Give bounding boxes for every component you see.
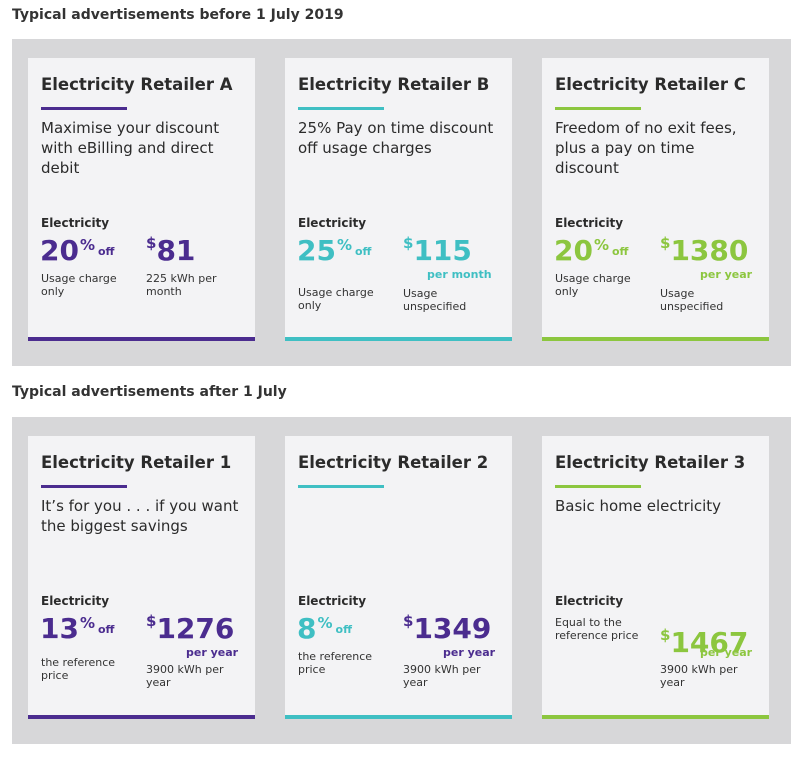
discount-percent-sign: % bbox=[79, 236, 95, 254]
price-value: $115 bbox=[403, 234, 472, 267]
card-title: Electricity Retailer 1 bbox=[41, 453, 232, 472]
discount-percent-sign: % bbox=[317, 614, 333, 632]
discount-off-label: off bbox=[335, 623, 352, 636]
price-value: $1467 bbox=[660, 626, 748, 659]
price-amount: 115 bbox=[413, 234, 472, 267]
price-value: $1380 bbox=[660, 234, 748, 267]
card-retailer-a: Electricity Retailer A Maximise your dis… bbox=[28, 58, 255, 341]
price-period: per month bbox=[427, 268, 492, 281]
price-amount: 1276 bbox=[156, 612, 235, 645]
card-retailer-c: Electricity Retailer C Freedom of no exi… bbox=[542, 58, 769, 341]
discount-number: 20 bbox=[40, 234, 79, 267]
card-title: Electricity Retailer A bbox=[41, 75, 233, 94]
price-amount: 1467 bbox=[670, 626, 749, 659]
title-underline bbox=[41, 485, 127, 488]
usage-note: Usage unspecified bbox=[660, 287, 724, 313]
title-underline bbox=[555, 107, 641, 110]
electricity-label: Electricity bbox=[41, 216, 110, 230]
usage-note: 3900 kWh per year bbox=[146, 663, 224, 689]
discount-value: 13% off bbox=[40, 612, 114, 645]
price-value: $1276 bbox=[146, 612, 234, 645]
currency-symbol: $ bbox=[146, 612, 157, 630]
usage-note: 225 kWh per month bbox=[146, 272, 217, 298]
discount-off-label: off bbox=[98, 245, 115, 258]
usage-note: 3900 kWh per year bbox=[660, 663, 738, 689]
panel-before: Electricity Retailer A Maximise your dis… bbox=[12, 39, 791, 366]
panel-after: Electricity Retailer 1 It’s for you . . … bbox=[12, 417, 791, 744]
discount-value: 25% off bbox=[297, 234, 371, 267]
price-amount: 81 bbox=[156, 234, 196, 267]
discount-off-label: off bbox=[98, 623, 115, 636]
card-retailer-1: Electricity Retailer 1 It’s for you . . … bbox=[28, 436, 255, 719]
discount-note: Usage charge only bbox=[555, 272, 631, 298]
discount-note: the reference price bbox=[41, 656, 116, 682]
discount-percent-sign: % bbox=[336, 236, 352, 254]
section-title-after: Typical advertisements after 1 July bbox=[12, 384, 287, 400]
price-value: $81 bbox=[146, 234, 195, 267]
discount-number: 25 bbox=[297, 234, 336, 267]
electricity-label: Electricity bbox=[555, 594, 624, 608]
currency-symbol: $ bbox=[403, 612, 414, 630]
card-retailer-2: Electricity Retailer 2 Electricity 8% off… bbox=[285, 436, 512, 719]
currency-symbol: $ bbox=[660, 626, 671, 644]
section-title-before: Typical advertisements before 1 July 201… bbox=[12, 7, 344, 23]
card-retailer-b: Electricity Retailer B 25% Pay on time d… bbox=[285, 58, 512, 341]
card-title: Electricity Retailer B bbox=[298, 75, 490, 94]
card-title: Electricity Retailer C bbox=[555, 75, 746, 94]
discount-number: 8 bbox=[297, 612, 317, 645]
title-underline bbox=[555, 485, 641, 488]
card-description: Freedom of no exit fees, plus a pay on t… bbox=[555, 119, 737, 177]
price-amount: 1349 bbox=[413, 612, 492, 645]
electricity-label: Electricity bbox=[298, 594, 367, 608]
currency-symbol: $ bbox=[660, 234, 671, 252]
price-period: per year bbox=[443, 646, 496, 659]
discount-value: 20% off bbox=[554, 234, 628, 267]
usage-note: 3900 kWh per year bbox=[403, 663, 481, 689]
discount-note: Equal to the reference price bbox=[555, 616, 639, 642]
card-title: Electricity Retailer 3 bbox=[555, 453, 746, 472]
price-value: $1349 bbox=[403, 612, 491, 645]
card-description: Maximise your discount with eBilling and… bbox=[41, 119, 220, 177]
usage-note: Usage unspecified bbox=[403, 287, 467, 313]
discount-off-label: off bbox=[355, 245, 372, 258]
discount-percent-sign: % bbox=[79, 614, 95, 632]
discount-note: Usage charge only bbox=[41, 272, 117, 298]
currency-symbol: $ bbox=[146, 234, 157, 252]
price-period: per year bbox=[700, 646, 753, 659]
discount-note: the reference price bbox=[298, 650, 373, 676]
electricity-label: Electricity bbox=[298, 216, 367, 230]
discount-percent-sign: % bbox=[593, 236, 609, 254]
price-period: per year bbox=[700, 268, 753, 281]
currency-symbol: $ bbox=[403, 234, 414, 252]
discount-number: 20 bbox=[554, 234, 593, 267]
title-underline bbox=[41, 107, 127, 110]
card-description: It’s for you . . . if you want the bigge… bbox=[41, 497, 239, 535]
price-amount: 1380 bbox=[670, 234, 749, 267]
electricity-label: Electricity bbox=[555, 216, 624, 230]
title-underline bbox=[298, 485, 384, 488]
electricity-label: Electricity bbox=[41, 594, 110, 608]
card-retailer-3: Electricity Retailer 3 Basic home electr… bbox=[542, 436, 769, 719]
card-description: 25% Pay on time discount off usage charg… bbox=[298, 119, 494, 157]
discount-value: 20% off bbox=[40, 234, 114, 267]
discount-value: 8% off bbox=[297, 612, 352, 645]
title-underline bbox=[298, 107, 384, 110]
discount-number: 13 bbox=[40, 612, 79, 645]
discount-off-label: off bbox=[612, 245, 629, 258]
discount-note: Usage charge only bbox=[298, 286, 374, 312]
card-description: Basic home electricity bbox=[555, 497, 722, 515]
card-title: Electricity Retailer 2 bbox=[298, 453, 489, 472]
price-period: per year bbox=[186, 646, 239, 659]
